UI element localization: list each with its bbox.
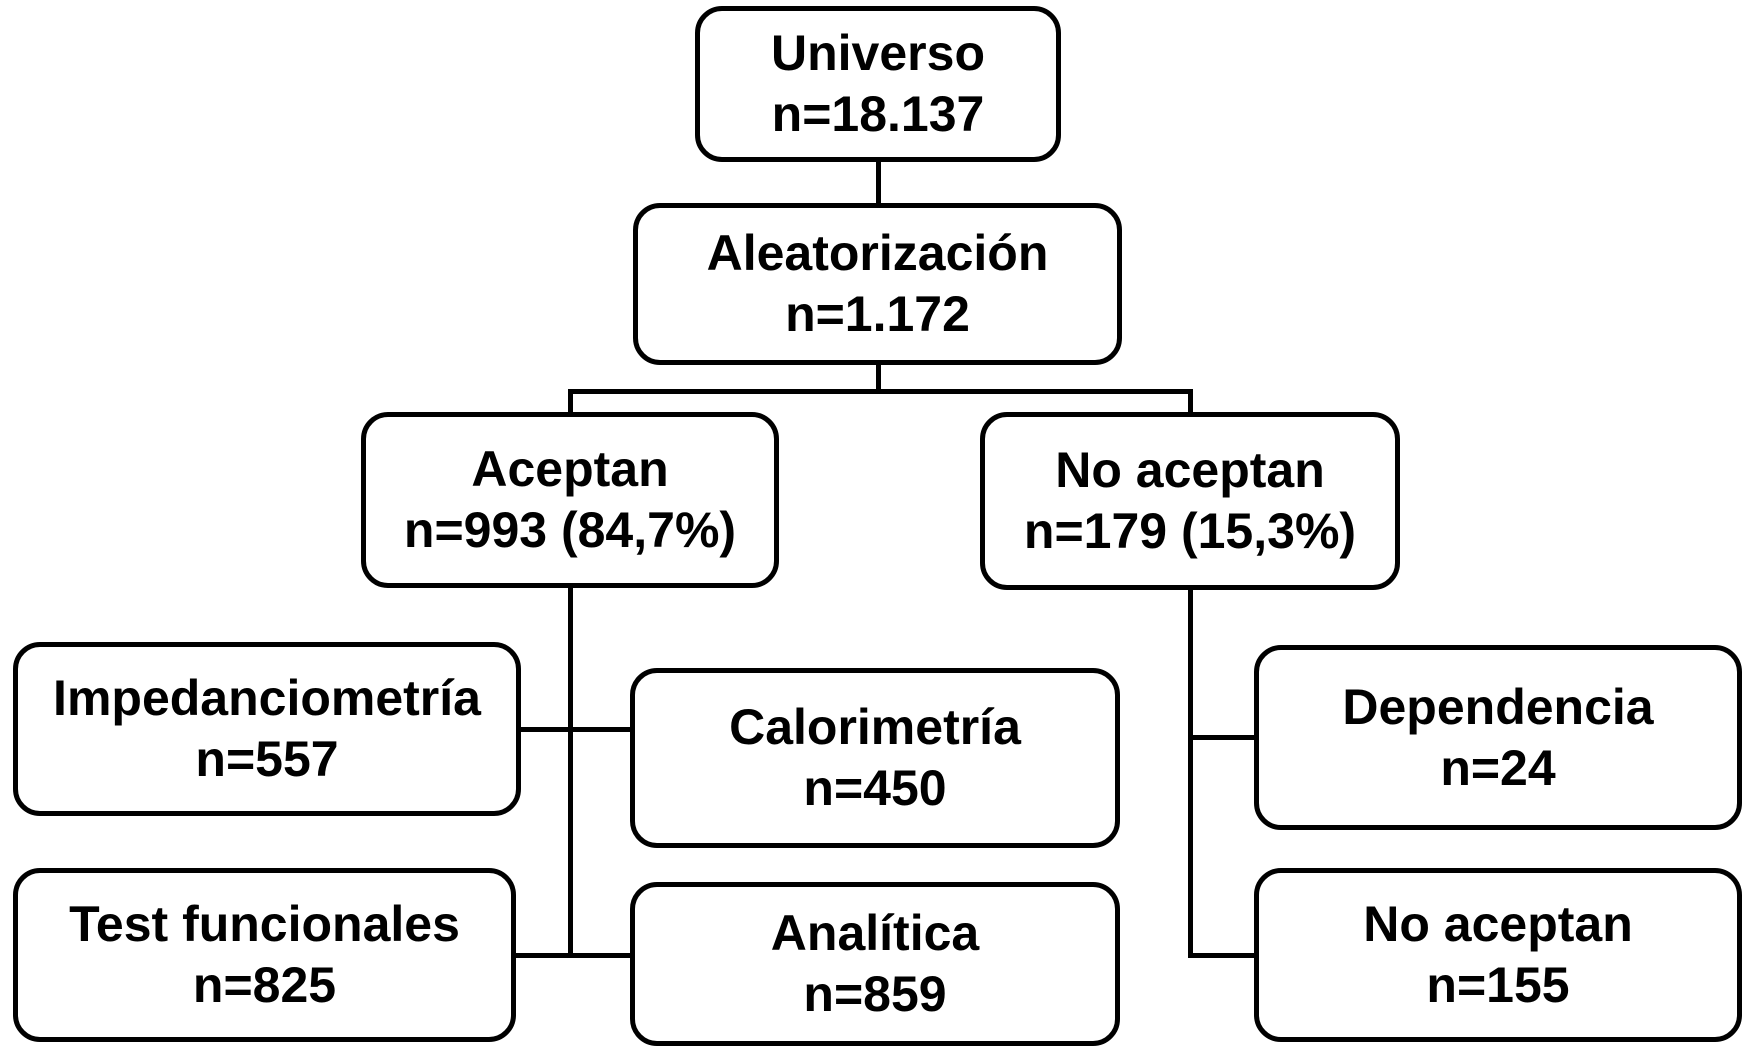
node-no-aceptan-value: n=179 (15,3%) bbox=[1023, 503, 1357, 559]
connector-aleatorizacion-stub bbox=[876, 362, 881, 394]
node-test-funcionales: Test funcionales n=825 bbox=[13, 868, 516, 1042]
connector-drop-no-aceptan bbox=[1188, 389, 1193, 415]
node-no-aceptan-final: No aceptan n=155 bbox=[1254, 868, 1742, 1042]
node-test-funcionales-value: n=825 bbox=[192, 957, 337, 1013]
node-no-aceptan: No aceptan n=179 (15,3%) bbox=[980, 412, 1400, 590]
node-aceptan-value: n=993 (84,7%) bbox=[403, 502, 737, 558]
node-impedanciometria-title: Impedanciometría bbox=[53, 670, 481, 726]
node-aleatorizacion-title: Aleatorización bbox=[706, 225, 1049, 281]
node-calorimetria: Calorimetría n=450 bbox=[630, 668, 1120, 848]
node-calorimetria-title: Calorimetría bbox=[729, 699, 1021, 755]
node-universo-value: n=18.137 bbox=[771, 86, 985, 142]
node-aceptan: Aceptan n=993 (84,7%) bbox=[361, 412, 779, 588]
connector-drop-aceptan bbox=[568, 389, 573, 415]
connector-spine-aceptan bbox=[568, 585, 573, 958]
connector-testfuncionales-analitica bbox=[514, 953, 632, 958]
node-no-aceptan-final-title: No aceptan bbox=[1363, 896, 1633, 952]
node-analitica-value: n=859 bbox=[803, 966, 947, 1022]
node-no-aceptan-title: No aceptan bbox=[1055, 442, 1325, 498]
node-universo-title: Universo bbox=[771, 25, 985, 81]
node-impedanciometria: Impedanciometría n=557 bbox=[13, 642, 521, 816]
node-aleatorizacion: Aleatorización n=1.172 bbox=[633, 203, 1122, 365]
node-aleatorizacion-value: n=1.172 bbox=[785, 286, 970, 342]
node-test-funcionales-title: Test funcionales bbox=[69, 896, 460, 952]
node-impedanciometria-value: n=557 bbox=[195, 731, 339, 787]
connector-to-dependencia bbox=[1191, 735, 1257, 740]
node-dependencia-value: n=24 bbox=[1440, 739, 1556, 796]
connector-spine-no-aceptan bbox=[1188, 587, 1193, 958]
connector-universo-aleatorizacion bbox=[876, 158, 881, 206]
node-calorimetria-value: n=450 bbox=[803, 760, 947, 816]
node-aceptan-title: Aceptan bbox=[471, 441, 669, 497]
node-dependencia-title: Dependencia bbox=[1342, 678, 1654, 735]
node-analitica-title: Analítica bbox=[770, 905, 980, 961]
node-no-aceptan-final-value: n=155 bbox=[1426, 957, 1570, 1013]
connector-splitter-horizontal bbox=[568, 389, 1193, 394]
node-analitica: Analítica n=859 bbox=[630, 882, 1120, 1046]
connector-impedanciometria-calorimetria bbox=[519, 727, 632, 732]
node-universo: Universo n=18.137 bbox=[695, 6, 1061, 162]
connector-to-no-aceptan-final bbox=[1191, 953, 1257, 958]
node-dependencia: Dependencia n=24 bbox=[1254, 645, 1742, 830]
